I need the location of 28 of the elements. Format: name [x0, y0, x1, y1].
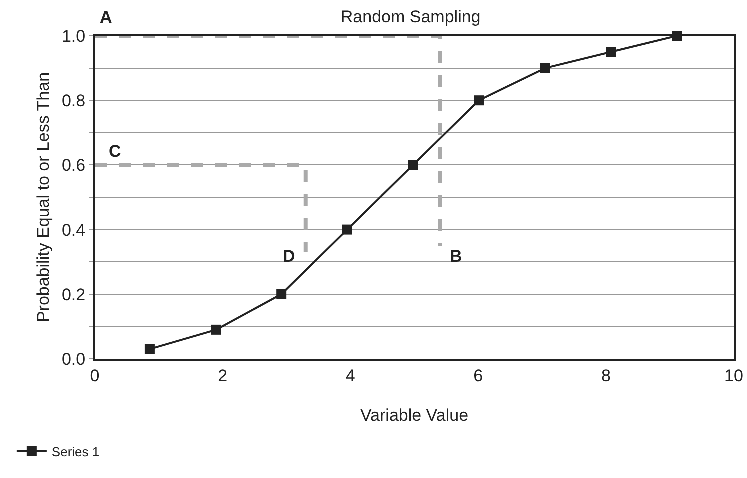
- x-tick-label: 8: [601, 366, 611, 386]
- x-tick-label: 0: [90, 366, 100, 386]
- x-axis-title: Variable Value: [360, 406, 469, 425]
- chart-title: Random Sampling: [340, 8, 481, 27]
- point: [211, 324, 222, 335]
- point: [276, 289, 287, 300]
- annotation: D: [283, 247, 296, 266]
- y-tick-label: 0.4: [62, 220, 86, 240]
- text: A: [100, 8, 112, 27]
- point: [606, 47, 616, 58]
- point: [342, 224, 352, 235]
- x-tick-label: 10: [724, 366, 744, 386]
- x-tick-label: 4: [346, 366, 356, 386]
- point: [408, 160, 418, 170]
- y-axis-title: Probability Equal to or Less Than: [34, 72, 54, 323]
- x-tick-label: 6: [474, 366, 484, 386]
- point: [540, 63, 550, 74]
- point: [144, 344, 155, 354]
- legend-label: Series 1: [52, 444, 100, 460]
- y-tick-label: 0.8: [62, 92, 86, 111]
- y-tick-label: 0.0: [62, 350, 86, 369]
- annotation: B: [450, 247, 462, 266]
- point: [474, 96, 484, 106]
- y-tick-label: 0.2: [62, 285, 86, 304]
- x-tick-label: 2: [218, 366, 228, 386]
- y-tick-label: 0.6: [62, 156, 86, 176]
- y-tick-label: 1.0: [62, 26, 86, 46]
- annotation: C: [109, 142, 122, 161]
